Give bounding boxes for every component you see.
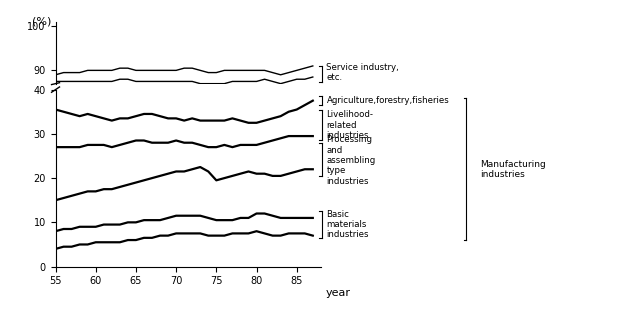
Text: Basic
materials
industries: Basic materials industries — [326, 210, 369, 239]
Text: year: year — [326, 288, 351, 298]
Text: Livelihood-
related
industries: Livelihood- related industries — [326, 110, 373, 140]
Text: Processing
and
assembling
type
industries: Processing and assembling type industrie… — [326, 135, 376, 186]
Text: Manufacturing
industries: Manufacturing industries — [480, 160, 546, 179]
Text: Service industry,
etc.: Service industry, etc. — [326, 63, 399, 82]
Text: (%): (%) — [31, 17, 51, 27]
Text: Agriculture,forestry,fisheries: Agriculture,forestry,fisheries — [326, 96, 449, 105]
